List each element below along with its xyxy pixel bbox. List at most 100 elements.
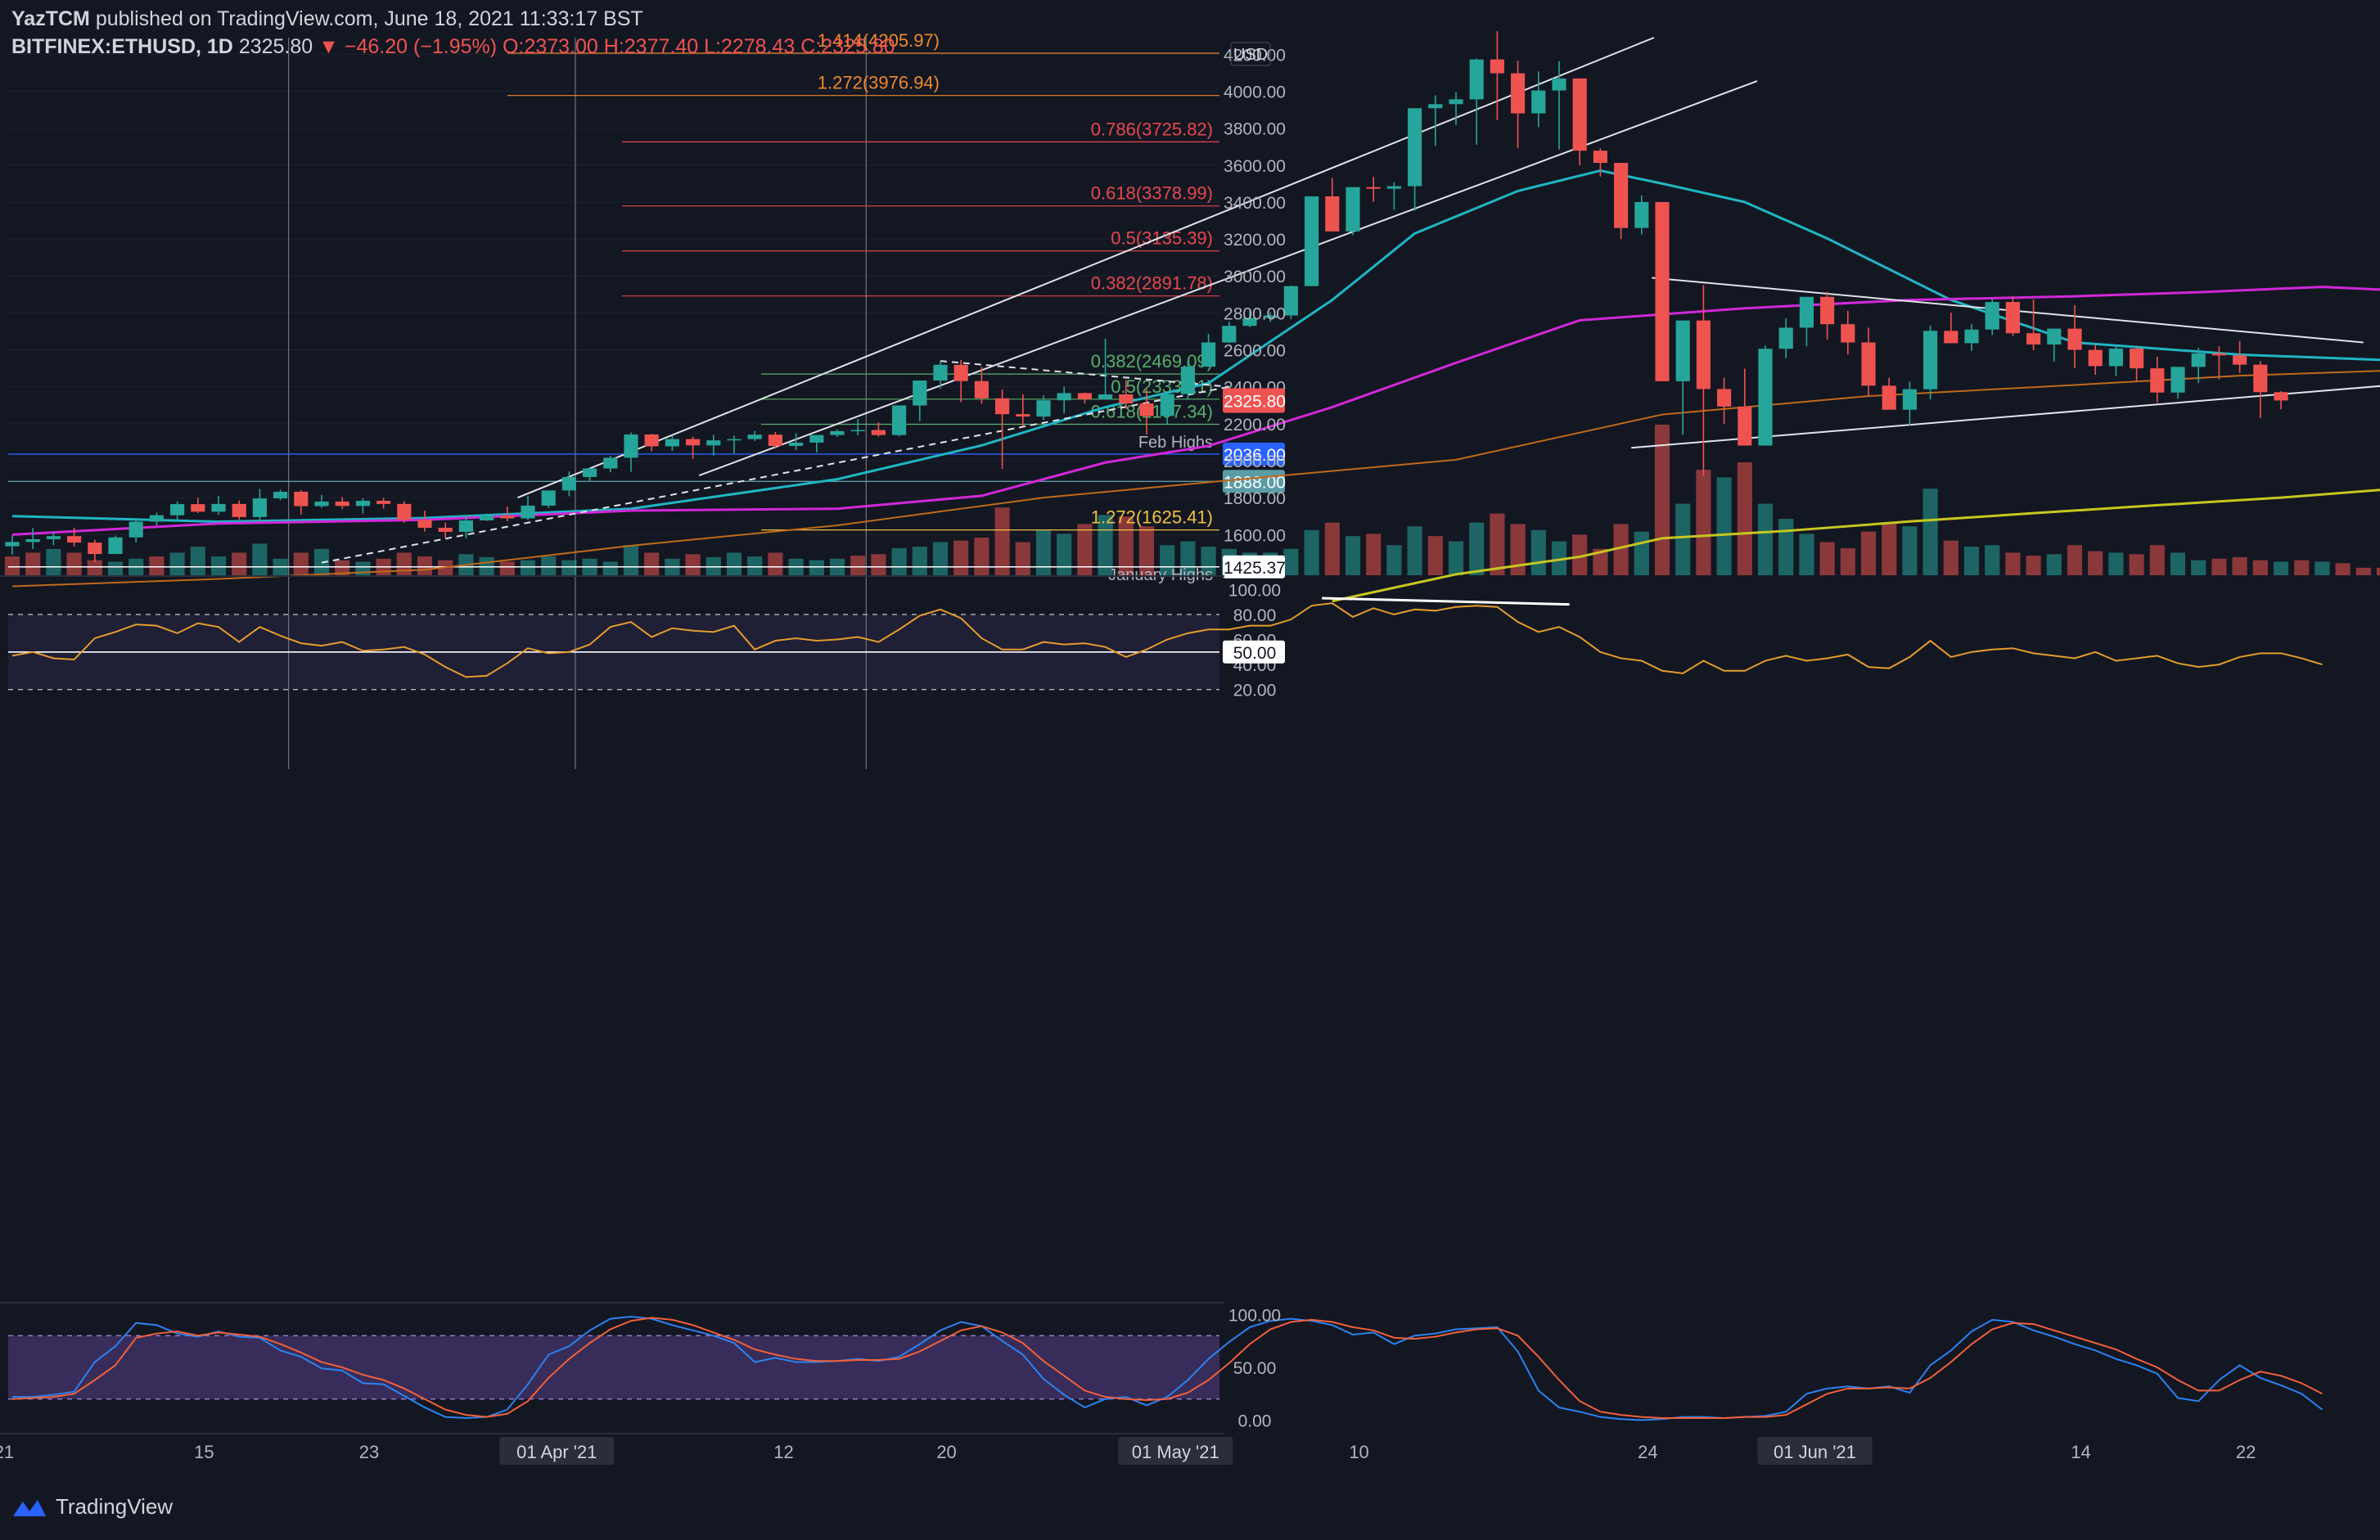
candle-body — [561, 476, 576, 491]
candle-body — [1325, 196, 1340, 232]
candle-body — [2108, 348, 2123, 367]
volume-bar — [2067, 545, 2083, 575]
candle-body — [1841, 324, 1855, 343]
candle-body — [1490, 59, 1504, 74]
volume-bar — [2005, 552, 2021, 575]
volume-bar — [2252, 560, 2268, 575]
candle-body — [1964, 329, 1979, 344]
price-change: −46.20 (−1.95%) — [344, 35, 498, 58]
volume-bar — [2046, 554, 2062, 575]
candle-body — [480, 516, 494, 520]
time-tick-label: 10 — [1349, 1442, 1368, 1462]
volume-bar — [1696, 470, 1711, 575]
down-arrow-icon: ▼ — [318, 35, 339, 58]
candle-body — [1799, 296, 1814, 328]
time-tick-label: 21 — [0, 1442, 14, 1462]
candle-body — [438, 527, 453, 532]
volume-bar — [1943, 540, 1959, 575]
candle-body — [314, 501, 329, 507]
volume-bar — [1118, 516, 1134, 575]
volume-bar — [871, 554, 886, 575]
price-tag-label: 1425.37 — [1224, 559, 1286, 578]
candle-body — [624, 434, 638, 458]
candle-body — [1428, 104, 1443, 109]
volume-bar — [1963, 547, 1980, 575]
candle-body — [809, 435, 824, 443]
volume-bar — [2315, 561, 2330, 575]
candle-body — [149, 515, 164, 522]
volume-bar — [1510, 524, 1526, 575]
ohlc-close: C:2325.80 — [800, 35, 895, 58]
candle-body — [355, 501, 370, 507]
volume-bar — [1160, 545, 1175, 575]
candle-body — [397, 503, 412, 520]
candle-body — [1655, 201, 1670, 381]
candle-body — [727, 439, 741, 441]
price-tick-label: 3400.00 — [1224, 194, 1286, 213]
candle-body — [830, 430, 845, 435]
currency-box — [1230, 42, 1271, 66]
volume-bar — [953, 540, 969, 575]
candle-body — [933, 364, 948, 381]
candle-body — [1139, 403, 1154, 417]
symbol-label[interactable]: BITFINEX:ETHUSD, 1D — [11, 35, 233, 58]
volume-bar — [2376, 567, 2380, 575]
volume-bar — [1407, 526, 1422, 575]
candle-body — [1572, 78, 1587, 151]
candle-body — [1902, 389, 1917, 410]
candle-body — [1305, 196, 1319, 286]
candle-body — [583, 468, 597, 477]
candle-body — [1036, 400, 1051, 417]
volume-bar — [623, 545, 639, 575]
volume-bar — [2232, 556, 2247, 575]
candle-body — [974, 380, 989, 399]
candle-body — [1614, 163, 1629, 228]
candle-body — [1552, 78, 1566, 91]
volume-bar — [1799, 534, 1814, 575]
candle-body — [88, 543, 102, 555]
volume-bar — [169, 552, 185, 575]
time-tick-highlight-bg — [1118, 1437, 1233, 1465]
price-tag-label: 2036.00 — [1224, 446, 1286, 465]
candle-body — [1717, 389, 1732, 407]
candle-body — [686, 439, 701, 446]
candle-body — [1077, 393, 1092, 399]
volume-bar — [2294, 560, 2310, 575]
volume-bar — [1985, 545, 2000, 575]
volume-bar — [2170, 552, 2186, 575]
candle-body — [128, 521, 143, 538]
volume-bar — [1469, 522, 1485, 575]
candle-body — [1511, 73, 1526, 114]
candle-body — [871, 430, 886, 435]
publisher-name[interactable]: YazTCM — [11, 7, 90, 30]
candle-body — [1222, 326, 1237, 343]
stoch-tick-label: 100.00 — [1228, 1306, 1281, 1325]
fib-level-label: 0.618(3378.99) — [1091, 183, 1213, 204]
tradingview-branding[interactable]: TradingView — [11, 1494, 173, 1520]
time-tick-label: 14 — [2071, 1442, 2090, 1462]
candle-body — [170, 504, 185, 516]
candle-body — [665, 439, 679, 447]
volume-bar — [1757, 503, 1774, 575]
candle-body — [1242, 317, 1257, 326]
candle-body — [603, 457, 618, 469]
candle-body — [46, 536, 61, 539]
price-tag-bg — [1223, 470, 1285, 493]
volume-bar — [479, 556, 494, 575]
stoch-tick-label: 0.00 — [1238, 1412, 1272, 1431]
last-price-tag-label: 2325.80 — [1224, 392, 1286, 411]
volume-bar — [809, 560, 824, 575]
moving-average-line — [1332, 489, 2380, 603]
rsi-line — [11, 602, 2323, 678]
time-tick-highlight-bg — [1757, 1437, 1873, 1465]
candle-body — [335, 501, 349, 507]
candle-body — [2130, 348, 2144, 369]
candle-body — [2191, 353, 2206, 367]
volume-bar — [2129, 554, 2144, 575]
trendline — [321, 385, 1229, 564]
volume-bar — [335, 560, 350, 575]
candle-body — [252, 498, 267, 517]
volume-bar — [1283, 548, 1299, 575]
volume-bar — [149, 556, 165, 575]
